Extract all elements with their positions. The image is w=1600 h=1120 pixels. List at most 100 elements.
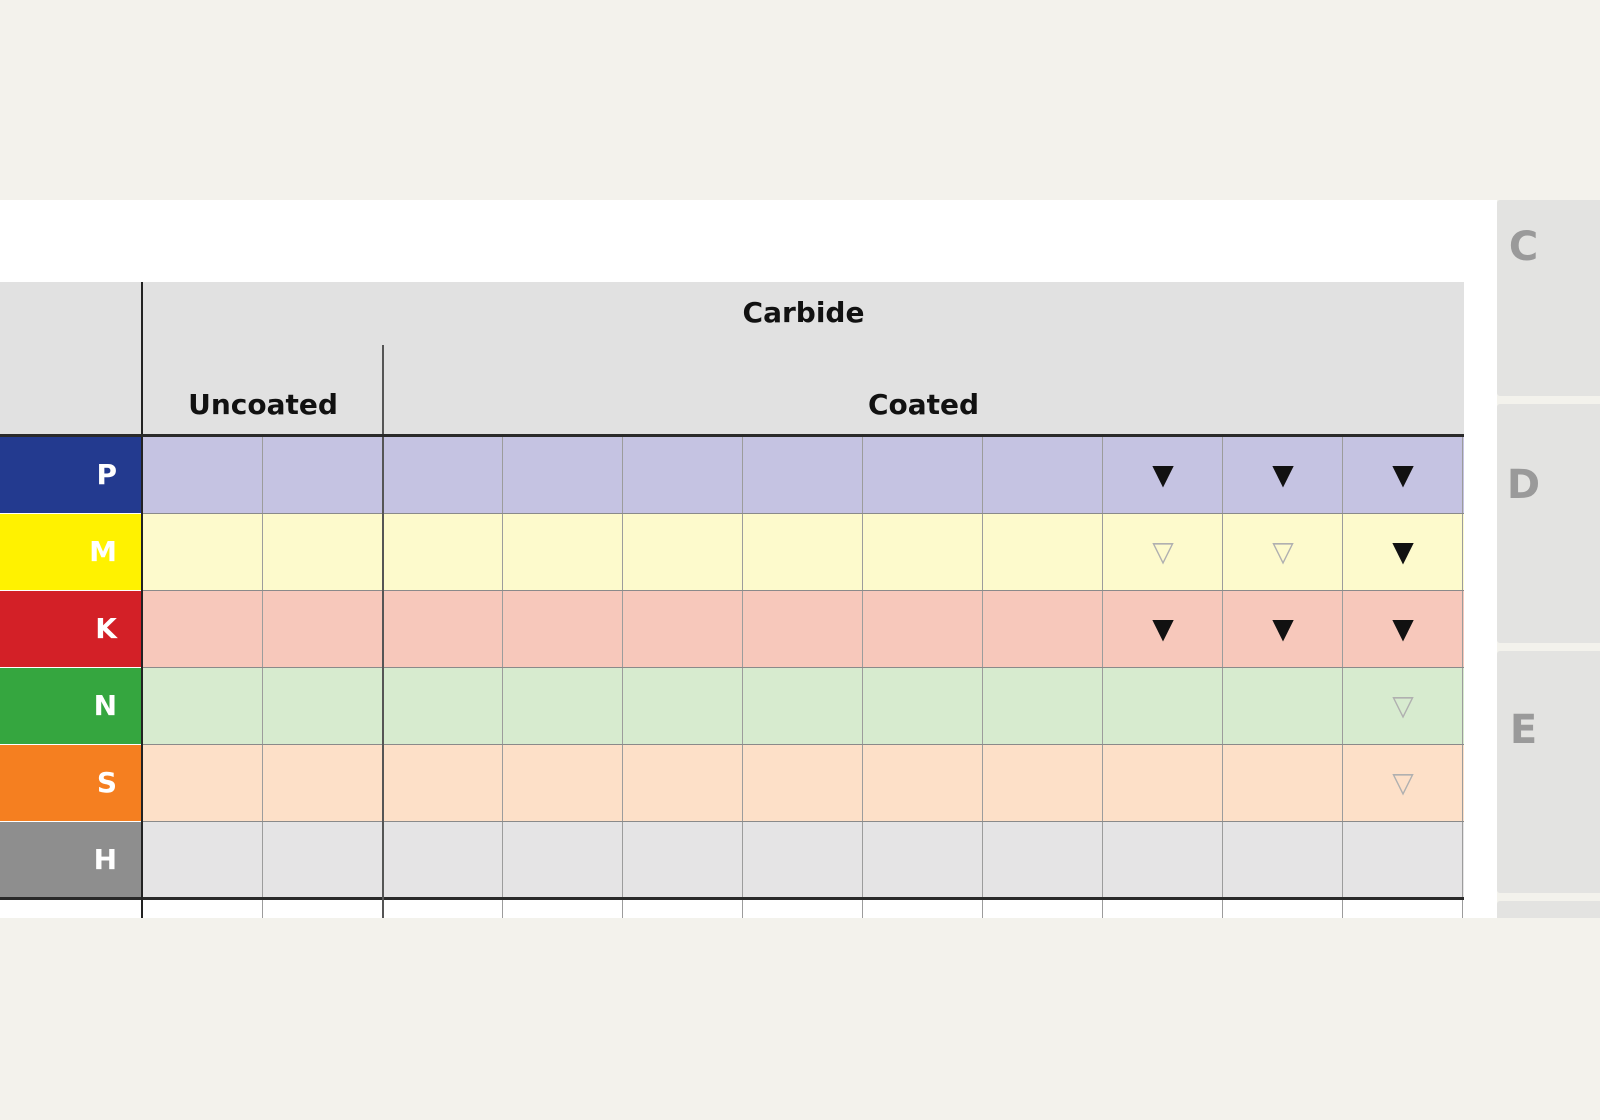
grid-cell xyxy=(1103,822,1223,897)
tab-c[interactable]: C xyxy=(1497,200,1600,396)
grid-cell xyxy=(1223,745,1343,821)
grid-cell xyxy=(263,822,383,897)
grid-cell xyxy=(863,822,983,897)
tab-e-label: E xyxy=(1509,707,1538,753)
tab-d[interactable]: D xyxy=(1497,404,1600,643)
grid-cell xyxy=(1343,822,1463,897)
grid-cell xyxy=(1223,668,1343,744)
material-row-s xyxy=(143,745,1464,821)
grid-cell xyxy=(503,668,623,744)
document-page: Carbide Uncoated Coated P ▼ ▼ ▼ M ▽ ▽ ▼ K ▼ ▼ ▼ N ▽ S ▽… xyxy=(0,200,1497,918)
grid-cell xyxy=(983,514,1103,590)
row-divider xyxy=(143,821,1464,822)
grid-cell xyxy=(143,745,263,821)
material-row-n xyxy=(143,668,1464,744)
grid-cell xyxy=(143,668,263,744)
grid-cell xyxy=(143,437,263,513)
grid-cell xyxy=(383,745,503,821)
grid-cell xyxy=(263,514,383,590)
grid-cell xyxy=(503,745,623,821)
section-tabs: C D E xyxy=(1497,200,1600,918)
material-row-k xyxy=(143,591,1464,667)
material-cell-s: S xyxy=(0,745,141,821)
filled-triangle-icon: ▼ xyxy=(1392,458,1414,491)
grid-cell xyxy=(743,822,863,897)
grid-cell xyxy=(983,591,1103,667)
grid-cell xyxy=(503,822,623,897)
grid-cell: ▽ xyxy=(1103,514,1223,590)
grid-cell xyxy=(143,591,263,667)
grid-cell xyxy=(623,437,743,513)
grid-cell xyxy=(863,591,983,667)
filled-triangle-icon: ▼ xyxy=(1392,612,1414,645)
grid-cell xyxy=(143,514,263,590)
grid-cell xyxy=(1103,668,1223,744)
header-grade-area xyxy=(143,282,1464,436)
column-tail-divider xyxy=(1462,900,1463,918)
grid-cell xyxy=(263,668,383,744)
tab-next[interactable] xyxy=(1497,901,1600,918)
grid-cell xyxy=(263,437,383,513)
header-label-column xyxy=(0,282,141,436)
column-tail-divider xyxy=(262,900,263,918)
tab-d-label: D xyxy=(1506,462,1541,508)
grid-cell xyxy=(383,668,503,744)
grid-cell xyxy=(383,822,503,897)
header-left-divider xyxy=(141,282,143,436)
filled-triangle-icon: ▼ xyxy=(1272,458,1294,491)
grid-cell xyxy=(983,745,1103,821)
material-row-p xyxy=(143,437,1464,513)
grid-cell: ▽ xyxy=(1343,745,1463,821)
grid-cell: ▼ xyxy=(1103,591,1223,667)
hollow-triangle-icon: ▽ xyxy=(1272,535,1294,568)
grid-cell xyxy=(743,745,863,821)
row-divider xyxy=(143,667,1464,668)
material-cell-n: N xyxy=(0,668,141,744)
grid-cell: ▽ xyxy=(1223,514,1343,590)
grid-cell xyxy=(263,591,383,667)
material-row-m xyxy=(143,514,1464,590)
grid-cell: ▼ xyxy=(1343,514,1463,590)
hollow-triangle-icon: ▽ xyxy=(1392,689,1414,722)
column-tail-divider xyxy=(1222,900,1223,918)
row-divider xyxy=(143,590,1464,591)
grid-cell: ▼ xyxy=(1223,591,1343,667)
grid-bottom-rule xyxy=(0,897,1464,900)
grid-cell xyxy=(863,437,983,513)
grid-cell xyxy=(503,591,623,667)
grid-cell xyxy=(863,668,983,744)
material-cell-h: H xyxy=(0,822,141,897)
grid-cell xyxy=(623,745,743,821)
grid-left-divider xyxy=(141,437,143,918)
tab-c-label: C xyxy=(1508,224,1539,270)
grid-cell xyxy=(623,668,743,744)
material-cell-p: P xyxy=(0,437,141,513)
grid-cell xyxy=(743,437,863,513)
column-tail-divider xyxy=(982,900,983,918)
grid-cell xyxy=(863,514,983,590)
grid-cell xyxy=(983,437,1103,513)
grid-cell: ▼ xyxy=(1223,437,1343,513)
material-cell-m: M xyxy=(0,514,141,590)
row-divider xyxy=(143,744,1464,745)
grid-cell xyxy=(623,514,743,590)
header-uncoated-divider xyxy=(382,345,384,436)
grid-cell xyxy=(1223,822,1343,897)
grid-cell: ▼ xyxy=(1343,437,1463,513)
grid-cell xyxy=(143,822,263,897)
column-tail-divider xyxy=(1102,900,1103,918)
grid-cell: ▽ xyxy=(1343,668,1463,744)
tab-e[interactable]: E xyxy=(1497,651,1600,893)
column-tail-divider xyxy=(742,900,743,918)
grid-cell xyxy=(263,745,383,821)
grid-cell xyxy=(863,745,983,821)
filled-triangle-icon: ▼ xyxy=(1392,535,1414,568)
uncoated-header: Uncoated xyxy=(188,388,338,421)
row-divider xyxy=(143,513,1464,514)
grid-cell xyxy=(503,514,623,590)
filled-triangle-icon: ▼ xyxy=(1152,458,1174,491)
grid-cell xyxy=(1103,745,1223,821)
material-cell-k: K xyxy=(0,591,141,667)
hollow-triangle-icon: ▽ xyxy=(1152,535,1174,568)
grid-cell xyxy=(983,822,1103,897)
